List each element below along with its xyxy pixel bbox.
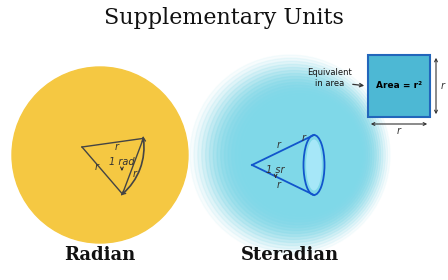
Text: r: r xyxy=(115,142,119,152)
Text: r: r xyxy=(397,126,401,136)
Circle shape xyxy=(190,55,390,255)
Text: r: r xyxy=(133,169,137,179)
Circle shape xyxy=(213,73,376,237)
Circle shape xyxy=(194,58,388,252)
Circle shape xyxy=(257,107,352,203)
Text: r: r xyxy=(441,81,445,91)
Circle shape xyxy=(217,76,374,234)
Text: r: r xyxy=(277,180,281,190)
Text: Area = r²: Area = r² xyxy=(376,81,422,90)
Bar xyxy=(368,55,430,117)
Circle shape xyxy=(250,102,356,208)
Circle shape xyxy=(224,82,370,228)
Circle shape xyxy=(242,97,360,214)
Text: 1 sr: 1 sr xyxy=(266,165,285,175)
Circle shape xyxy=(198,61,385,249)
Text: r: r xyxy=(277,140,281,150)
Circle shape xyxy=(235,91,364,219)
Circle shape xyxy=(12,67,188,243)
Circle shape xyxy=(202,64,383,246)
Text: Supplementary Units: Supplementary Units xyxy=(104,7,344,29)
Text: Steradian: Steradian xyxy=(241,246,339,264)
Circle shape xyxy=(246,99,358,211)
Text: Equivalent
in area: Equivalent in area xyxy=(308,68,353,88)
Circle shape xyxy=(232,88,366,222)
Circle shape xyxy=(260,110,350,200)
Ellipse shape xyxy=(306,139,322,190)
Text: r: r xyxy=(302,133,306,143)
Text: r: r xyxy=(94,162,98,172)
Circle shape xyxy=(221,79,372,231)
Text: 1 rad: 1 rad xyxy=(109,157,135,167)
Circle shape xyxy=(253,105,354,205)
Circle shape xyxy=(206,67,381,242)
Circle shape xyxy=(209,71,379,240)
Text: Radian: Radian xyxy=(65,246,136,264)
Circle shape xyxy=(228,85,368,225)
Circle shape xyxy=(239,94,362,216)
